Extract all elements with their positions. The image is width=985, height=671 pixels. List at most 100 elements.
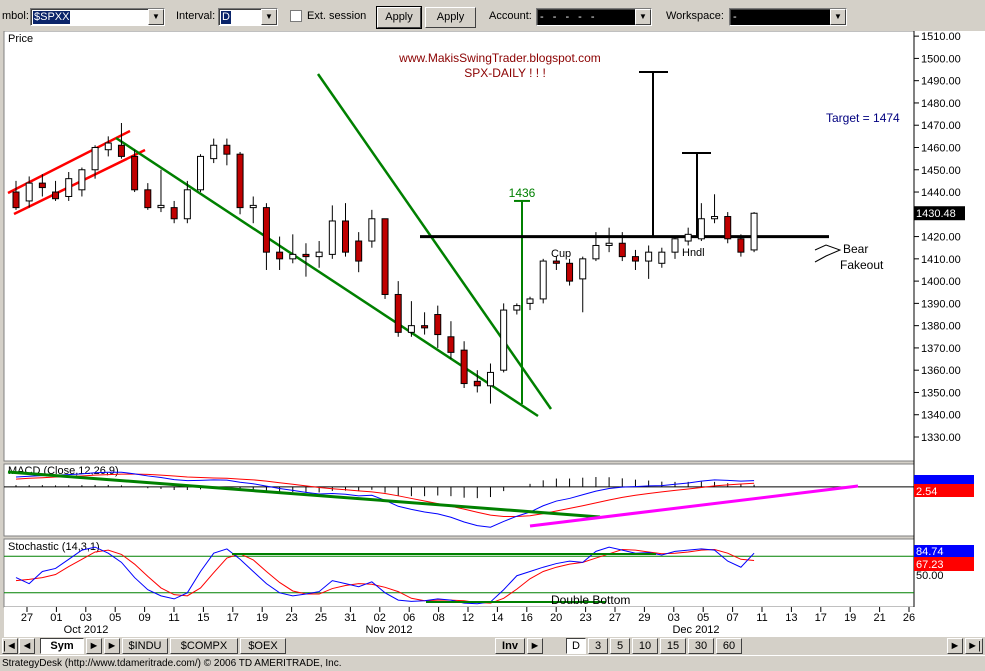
- x-tick-label: 05: [697, 612, 709, 624]
- candle-body: [513, 305, 521, 311]
- ext-session-label: Ext. session: [307, 10, 367, 22]
- candle-body: [91, 146, 99, 171]
- x-tick-label: 12: [462, 612, 474, 624]
- tab-compx[interactable]: $COMPX: [170, 638, 238, 654]
- stoch-y-tick-label: 50.00: [916, 570, 944, 582]
- tab-interval-15[interactable]: 15: [660, 638, 686, 654]
- price-panel: [3, 31, 915, 462]
- chart-area[interactable]: 1330.001340.001350.001360.001370.001380.…: [0, 31, 985, 637]
- x-tick-label: 27: [21, 612, 33, 624]
- candle-body: [671, 238, 679, 253]
- candle-body: [12, 191, 20, 209]
- tab-interval-5[interactable]: 5: [610, 638, 630, 654]
- candle-body: [25, 182, 33, 202]
- tab-interval-d[interactable]: D: [566, 638, 586, 654]
- candle-body: [394, 293, 402, 333]
- chart-title: www.MakisSwingTrader.blogspot.com: [398, 51, 601, 65]
- candle-body: [618, 242, 626, 258]
- tab-interval-60[interactable]: 60: [716, 638, 742, 654]
- fakeout-label: Fakeout: [840, 258, 884, 272]
- candle: [197, 154, 205, 193]
- next-page-button[interactable]: ►: [104, 638, 120, 654]
- candle: [183, 180, 191, 224]
- tab-interval-10[interactable]: 10: [632, 638, 658, 654]
- price-panel-title: Price: [8, 33, 33, 45]
- candle: [579, 256, 587, 313]
- tab-inv[interactable]: Inv: [495, 638, 525, 654]
- candle: [210, 138, 218, 164]
- candle-body: [262, 207, 270, 253]
- next-page-button[interactable]: ►: [527, 638, 543, 654]
- candle-body: [368, 218, 376, 242]
- candle: [117, 122, 125, 159]
- workspace-label: Workspace:: [666, 10, 724, 22]
- candle: [447, 321, 455, 360]
- candle: [381, 218, 389, 299]
- stoch-d-label: 67.23: [916, 559, 944, 571]
- tab-interval-30[interactable]: 30: [688, 638, 714, 654]
- x-tick-label: 01: [50, 612, 62, 624]
- candle-body: [684, 233, 692, 242]
- y-tick-label: 1380.00: [921, 321, 961, 333]
- stoch-k-box: [914, 545, 974, 557]
- account-combo[interactable]: - - - - - ▼: [536, 8, 652, 26]
- symbol-combo[interactable]: $SPXX ▼: [30, 8, 165, 26]
- candle-body: [737, 238, 745, 253]
- tab-indu[interactable]: $INDU: [122, 638, 168, 654]
- candle-body: [328, 220, 336, 255]
- y-tick-label: 1490.00: [921, 76, 961, 88]
- x-tick-label: 23: [285, 612, 297, 624]
- candle-body: [276, 251, 284, 260]
- apply-button[interactable]: Apply: [376, 6, 422, 29]
- candle-body: [421, 325, 429, 329]
- interval-combo[interactable]: D ▼: [218, 8, 278, 26]
- chevron-down-icon[interactable]: ▼: [830, 9, 846, 25]
- candle: [144, 183, 152, 210]
- candle: [434, 305, 442, 348]
- candle: [407, 301, 415, 337]
- candle: [328, 205, 336, 259]
- workspace-combo[interactable]: - ▼: [729, 8, 847, 26]
- first-page-button[interactable]: |◄: [2, 638, 18, 654]
- last-price-box: [914, 206, 965, 221]
- y-tick-label: 1460.00: [921, 142, 961, 154]
- chevron-down-icon[interactable]: ▼: [148, 9, 164, 25]
- apply-all-button[interactable]: Apply All: [425, 7, 476, 42]
- tab-sym[interactable]: Sym: [40, 638, 84, 654]
- tab-oex[interactable]: $OEX: [240, 638, 286, 654]
- candle-body: [526, 298, 534, 304]
- next-page-button[interactable]: ►: [86, 638, 102, 654]
- ext-session-checkbox[interactable]: [290, 10, 302, 22]
- stochastic-panel-title: Stochastic (14,3,1): [8, 541, 100, 553]
- candle: [526, 296, 534, 311]
- candle-body: [249, 204, 257, 209]
- x-tick-label: 07: [726, 612, 738, 624]
- stochastic-d-line: [15, 549, 755, 604]
- x-tick-label: 02: [374, 612, 386, 624]
- candle-body: [236, 153, 244, 209]
- chevron-down-icon[interactable]: ▼: [635, 9, 651, 25]
- candle: [25, 176, 33, 208]
- candle: [52, 180, 60, 201]
- toolbar: mbol: $SPXX ▼ Interval: D ▼ Ext. session…: [0, 0, 985, 42]
- last-page-button[interactable]: ►|: [965, 638, 983, 654]
- candle-body: [302, 253, 310, 258]
- y-tick-label: 1360.00: [921, 365, 961, 377]
- previous-page-button[interactable]: ◄: [19, 638, 35, 654]
- macd-value-label: 2.54: [916, 486, 937, 498]
- symbol-value: $SPXX: [33, 11, 71, 24]
- candle: [78, 167, 86, 197]
- candle: [421, 312, 429, 335]
- next-page-button[interactable]: ►: [947, 638, 963, 654]
- candle: [12, 180, 20, 210]
- y-tick-label: 1440.00: [921, 187, 961, 199]
- candle: [460, 341, 468, 389]
- candle-body: [407, 325, 415, 333]
- candle: [368, 209, 376, 248]
- tab-interval-3[interactable]: 3: [588, 638, 608, 654]
- target-1436-label: 1436: [509, 186, 536, 200]
- chevron-down-icon[interactable]: ▼: [261, 9, 277, 25]
- x-tick-label: 23: [579, 612, 591, 624]
- candle: [315, 241, 323, 268]
- candle: [486, 363, 494, 404]
